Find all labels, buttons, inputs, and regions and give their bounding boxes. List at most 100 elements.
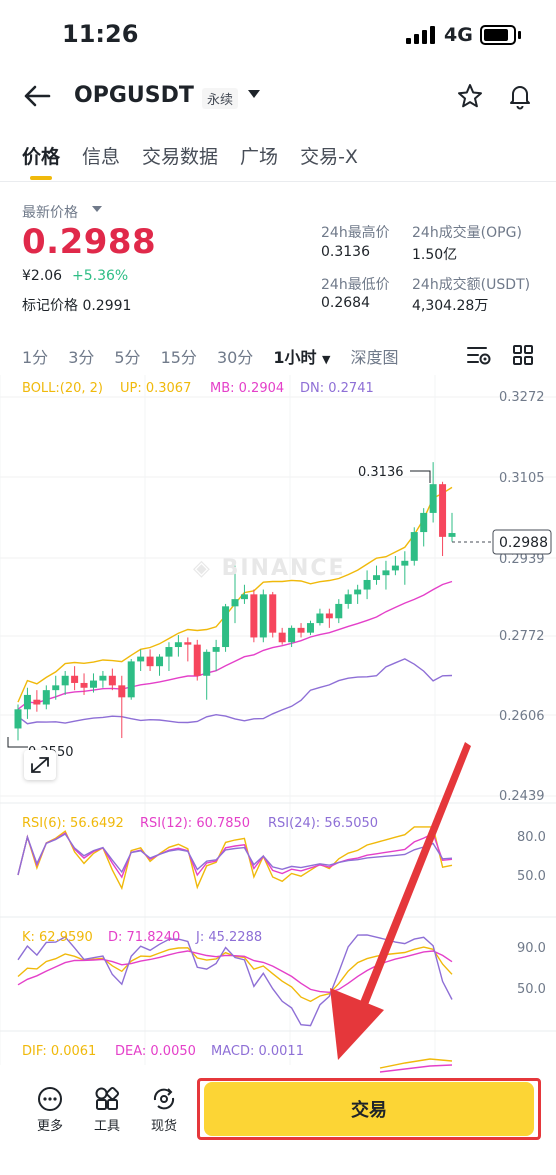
tab-trading-data[interactable]: 交易数据 bbox=[142, 146, 219, 168]
macd-dif-line bbox=[379, 1058, 453, 1069]
candle-body bbox=[203, 651, 211, 676]
candle-body bbox=[184, 642, 192, 645]
candle-body bbox=[222, 606, 230, 648]
spot-icon bbox=[153, 1088, 175, 1110]
rsi12-line bbox=[17, 832, 453, 879]
battery-nub bbox=[518, 31, 521, 39]
candle-body bbox=[354, 589, 362, 595]
highlight-box bbox=[197, 1078, 541, 1140]
candle-body bbox=[146, 656, 154, 667]
expand-icon[interactable] bbox=[24, 750, 56, 780]
kdj-d-label: D: 71.8240 bbox=[108, 930, 180, 945]
status-time: 11:26 bbox=[62, 20, 139, 48]
kdj-j-label: J: 45.2288 bbox=[195, 930, 262, 945]
symbol-title[interactable]: OPGUSDT bbox=[74, 83, 194, 108]
volume-label: 24h成交量(OPG) bbox=[412, 225, 522, 241]
rsi6-line bbox=[17, 826, 453, 891]
watermark-text: BINANCE bbox=[221, 556, 346, 581]
caret-down-icon[interactable] bbox=[246, 86, 262, 102]
candle-body bbox=[231, 599, 239, 607]
rsi-tick: 80.0 bbox=[517, 830, 546, 845]
boll-dn: DN: 0.2741 bbox=[300, 381, 374, 396]
y-tick: 0.2772 bbox=[499, 629, 545, 644]
macd-dea-label: DEA: 0.0050 bbox=[115, 1044, 196, 1059]
binance-watermark: ◈ BINANCE bbox=[193, 556, 346, 581]
caret-down-icon: ▼ bbox=[322, 353, 331, 366]
candle-body bbox=[14, 709, 22, 729]
rsi24-label: RSI(24): 56.5050 bbox=[268, 816, 378, 831]
candle-body bbox=[212, 647, 220, 652]
spot-button[interactable]: 现货 bbox=[144, 1082, 184, 1134]
candle-body bbox=[127, 661, 135, 698]
tab-bar: 价格 信息 交易数据 广场 交易-X bbox=[22, 142, 358, 169]
candle-body bbox=[118, 685, 126, 698]
kdj-tick: 50.0 bbox=[517, 982, 546, 997]
candle-body bbox=[174, 642, 182, 648]
candle-body bbox=[382, 570, 390, 576]
candle-body bbox=[137, 656, 145, 662]
latest-price-label[interactable]: 最新价格 bbox=[22, 205, 78, 221]
tf-1m[interactable]: 1分 bbox=[22, 348, 49, 367]
candle-body bbox=[410, 532, 418, 561]
tf-depth[interactable]: 深度图 bbox=[350, 348, 399, 367]
layout-grid-icon[interactable] bbox=[512, 344, 534, 366]
signal-icon bbox=[406, 26, 435, 44]
y-tick: 0.3272 bbox=[499, 390, 545, 405]
candle-body bbox=[80, 682, 88, 688]
timeframe-bar: 1分 3分 5分 15分 30分 1小时 ▼ 深度图 bbox=[22, 344, 419, 368]
annotation-arrow bbox=[330, 742, 471, 1060]
tab-trade-x[interactable]: 交易-X bbox=[300, 146, 358, 168]
back-arrow-icon[interactable] bbox=[22, 82, 52, 110]
high-value: 0.3136 bbox=[321, 244, 370, 260]
boll-up: UP: 0.3067 bbox=[120, 381, 191, 396]
candle-body bbox=[325, 613, 333, 619]
indicator-settings-icon[interactable] bbox=[466, 344, 492, 366]
contract-type-badge: 永续 bbox=[202, 88, 239, 109]
volume-value: 1.50亿 bbox=[412, 247, 458, 263]
more-button[interactable]: 更多 bbox=[30, 1082, 70, 1134]
more-label: 更多 bbox=[36, 1119, 63, 1134]
last-price: 0.2988 bbox=[22, 222, 157, 262]
trade-button[interactable]: 交易 bbox=[204, 1082, 534, 1136]
amount-value: 4,304.28万 bbox=[412, 298, 489, 314]
y-tick: 0.2939 bbox=[499, 552, 545, 567]
candle-body bbox=[61, 675, 69, 686]
candle-body bbox=[420, 512, 428, 533]
candle-body bbox=[297, 627, 305, 633]
kline-chart[interactable]: BOLL:(20, 2) UP: 0.3067 MB: 0.2904 DN: 0… bbox=[0, 375, 556, 1075]
candle-body bbox=[269, 594, 277, 633]
tf-1h[interactable]: 1小时 ▼ bbox=[273, 344, 330, 368]
spot-label: 现货 bbox=[150, 1119, 177, 1134]
network-label: 4G bbox=[444, 24, 473, 46]
current-price-tag bbox=[492, 529, 552, 555]
tf-30m[interactable]: 30分 bbox=[216, 348, 254, 367]
current-price-tag-text: 0.2988 bbox=[499, 535, 548, 551]
bell-icon[interactable] bbox=[506, 82, 534, 110]
tools-button[interactable]: 工具 bbox=[87, 1082, 127, 1134]
divider bbox=[0, 181, 556, 182]
candle-body bbox=[439, 484, 447, 537]
tab-info[interactable]: 信息 bbox=[82, 146, 121, 168]
low-value: 0.2684 bbox=[321, 295, 370, 311]
candle-body bbox=[240, 594, 248, 600]
tab-active-indicator bbox=[30, 176, 52, 180]
y-tick: 0.2606 bbox=[499, 709, 545, 724]
candle-body bbox=[316, 613, 324, 624]
y-tick: 0.2439 bbox=[499, 789, 545, 804]
tf-15m[interactable]: 15分 bbox=[160, 348, 197, 367]
star-icon[interactable] bbox=[456, 82, 484, 110]
tab-square[interactable]: 广场 bbox=[240, 146, 279, 168]
caret-down-icon[interactable] bbox=[92, 205, 102, 213]
more-icon bbox=[38, 1087, 62, 1111]
rsi24-line bbox=[17, 833, 453, 876]
mark-price-row: 标记价格 0.2991 bbox=[22, 295, 131, 315]
rsi-tick: 50.0 bbox=[517, 869, 546, 884]
candle-body bbox=[156, 656, 164, 667]
tf-3m[interactable]: 3分 bbox=[68, 348, 95, 367]
tab-price[interactable]: 价格 bbox=[22, 146, 61, 168]
high-label: 24h最高价 bbox=[321, 225, 390, 241]
boll-mb: MB: 0.2904 bbox=[210, 381, 284, 396]
candle-body bbox=[165, 647, 173, 657]
candle-body bbox=[288, 627, 296, 643]
tf-5m[interactable]: 5分 bbox=[114, 348, 141, 367]
